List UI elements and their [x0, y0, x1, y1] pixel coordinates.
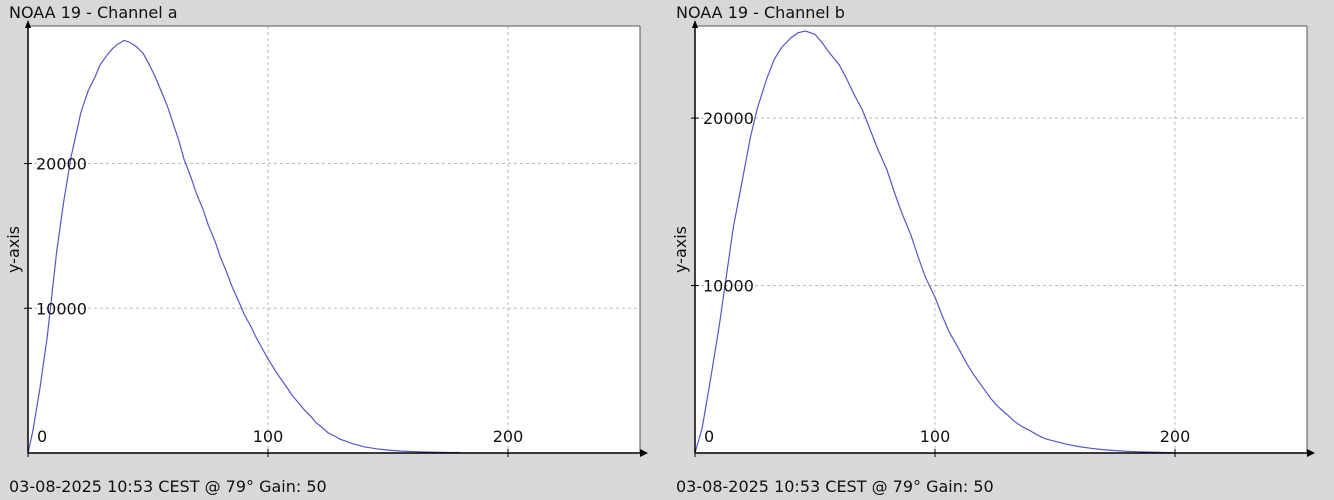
y-axis-label: y-axis: [4, 226, 23, 273]
x-tick-label: 100: [253, 427, 284, 446]
x-tick-label: 200: [1160, 427, 1191, 446]
chart-panel-channel-a: 0 100 200 10000 20000 y-axis NOAA 19 - Channe…: [4, 3, 648, 496]
x-axis-arrow: [640, 449, 648, 457]
y-tick-label: 20000: [703, 109, 754, 128]
y-tick-label: 10000: [703, 277, 754, 296]
chart-title: NOAA 19 - Channel b: [676, 3, 845, 22]
plot-area: [695, 26, 1307, 453]
chart-footer-status: 03-08-2025 10:53 CEST @ 79° Gain: 50: [9, 477, 327, 496]
series-line: [27, 39, 461, 454]
y-tick-label: 10000: [36, 299, 87, 318]
x-tick-label: 200: [493, 427, 524, 446]
chart-footer-status: 03-08-2025 10:53 CEST @ 79° Gain: 50: [676, 477, 994, 496]
x-axis-arrow: [1307, 449, 1315, 457]
x-tick-label: 0: [37, 427, 47, 446]
series-line: [694, 30, 1176, 454]
chart-svg-channel-a: 0 100 200 10000 20000 y-axis: [4, 20, 648, 457]
chart-svg-channel-b: 0 100 200 10000 20000 y-axis: [671, 20, 1315, 457]
y-axis-label: y-axis: [671, 226, 690, 273]
plot-area: [28, 26, 640, 453]
chart-title: NOAA 19 - Channel a: [9, 3, 178, 22]
chart-panel-channel-b: 0 100 200 10000 20000 y-axis NOAA 19 - Channe…: [667, 0, 1334, 500]
x-tick-label: 0: [704, 427, 714, 446]
x-tick-label: 100: [920, 427, 951, 446]
y-axis-arrow: [692, 20, 698, 28]
y-tick-label: 20000: [36, 155, 87, 174]
y-axis-arrow: [25, 20, 31, 28]
